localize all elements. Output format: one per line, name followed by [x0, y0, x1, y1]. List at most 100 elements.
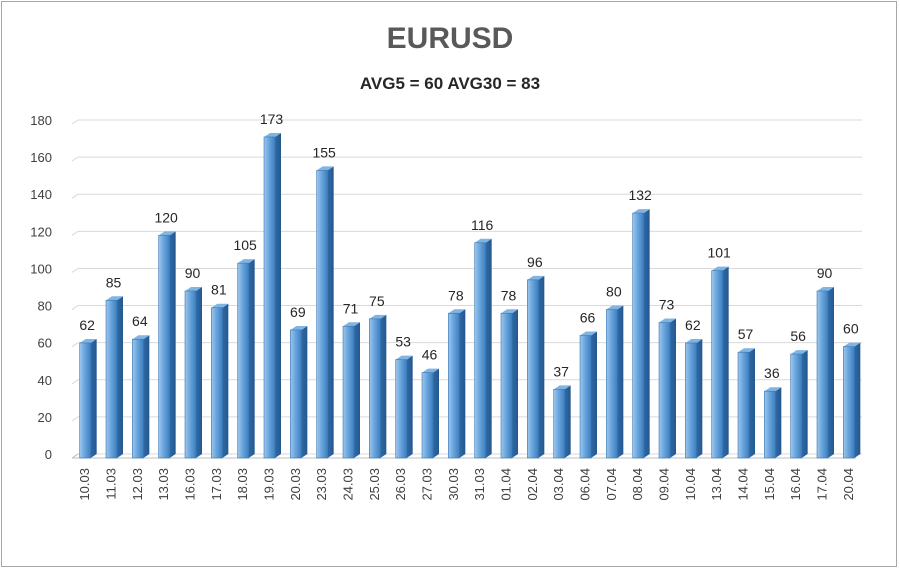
- x-tick-label: 10.03: [77, 468, 92, 501]
- bar: [816, 290, 829, 459]
- bar-top: [132, 335, 150, 340]
- y-tick-label: 0: [45, 447, 52, 462]
- bar-side: [828, 287, 834, 458]
- bar-side: [196, 287, 202, 458]
- data-label: 101: [707, 245, 731, 261]
- x-tick-label: 07.04: [604, 468, 619, 501]
- bar: [105, 299, 118, 459]
- bar-top: [316, 166, 334, 171]
- data-label: 173: [260, 111, 284, 127]
- bar: [606, 309, 618, 459]
- bar-side: [143, 335, 150, 458]
- bar-side: [670, 318, 676, 458]
- bar-side: [801, 350, 808, 458]
- bar-top: [369, 314, 387, 319]
- x-tick-label: 16.03: [183, 468, 198, 501]
- bar: [395, 359, 407, 459]
- bar: [790, 353, 802, 459]
- bar: [448, 312, 460, 459]
- bar-side: [301, 325, 308, 458]
- data-label: 105: [233, 237, 257, 253]
- data-label: 78: [448, 287, 464, 303]
- bar-side: [617, 305, 624, 458]
- y-tick-label: 20: [38, 410, 52, 425]
- bar: [421, 372, 434, 459]
- x-tick-label: 27.03: [420, 468, 435, 501]
- x-tick-label: 13.04: [709, 468, 724, 501]
- data-label: 62: [685, 317, 701, 333]
- x-tick-label: 03.04: [551, 468, 566, 501]
- data-label: 85: [106, 274, 122, 290]
- bar-top: [711, 266, 729, 271]
- x-tick-label: 23.03: [314, 468, 329, 501]
- y-tick-label: 160: [30, 150, 52, 165]
- bar: [658, 322, 671, 459]
- bar-side: [696, 338, 703, 458]
- data-label: 37: [553, 363, 569, 379]
- x-tick-label: 19.03: [262, 468, 277, 501]
- gridline-depth: [71, 379, 79, 385]
- bar: [290, 329, 302, 459]
- bar: [79, 342, 91, 459]
- data-label: 62: [79, 317, 95, 333]
- bar-top: [448, 309, 466, 314]
- x-tick-label: 17.03: [209, 468, 224, 501]
- data-label: 96: [527, 254, 543, 270]
- bar-top: [606, 305, 624, 310]
- bar-top: [185, 287, 202, 291]
- bar-top: [343, 322, 360, 327]
- data-label: 90: [185, 265, 201, 281]
- data-label: 120: [154, 209, 178, 225]
- data-label: 90: [817, 265, 833, 281]
- bar-side: [327, 166, 334, 458]
- bar-side: [117, 296, 123, 458]
- bar-top: [79, 338, 97, 343]
- data-label: 80: [606, 284, 622, 300]
- bar-side: [380, 314, 387, 458]
- bar: [474, 242, 486, 459]
- x-tick-label: 31.03: [472, 468, 487, 501]
- gridline-depth: [71, 119, 79, 125]
- data-label: 116: [471, 217, 494, 233]
- gridline-depth: [71, 156, 79, 162]
- bar-top: [264, 132, 281, 137]
- bar-side: [406, 355, 413, 458]
- x-tick-label: 08.04: [630, 468, 645, 501]
- data-label: 69: [290, 304, 306, 320]
- x-tick-label: 01.04: [499, 468, 514, 501]
- bar-top: [738, 348, 755, 353]
- bar-side: [222, 303, 229, 458]
- data-label: 53: [395, 334, 411, 350]
- x-tick-label: 17.04: [815, 468, 830, 501]
- x-tick-label: 26.03: [393, 468, 408, 501]
- y-tick-label: 60: [38, 336, 52, 351]
- axis-depth-line: [71, 453, 79, 459]
- bar: [237, 262, 249, 459]
- x-tick-label: 30.03: [446, 468, 461, 501]
- y-tick-label: 40: [38, 373, 52, 388]
- bar-top: [817, 287, 834, 291]
- gridline-depth: [71, 342, 79, 348]
- bar-top: [422, 368, 439, 373]
- x-tick-label: 25.03: [367, 468, 382, 501]
- data-label: 57: [738, 326, 754, 342]
- gridline-depth: [71, 193, 79, 199]
- bar-top: [843, 342, 861, 347]
- bar-top: [237, 259, 255, 264]
- bar-side: [354, 322, 360, 458]
- bar-side: [169, 231, 176, 458]
- y-tick-label: 100: [30, 261, 52, 276]
- bar-top: [501, 309, 518, 314]
- bar-top: [395, 355, 413, 360]
- data-label: 60: [843, 321, 859, 337]
- bar: [342, 325, 355, 459]
- bar-top: [106, 296, 123, 301]
- chart-subtitle: AVG5 = 60 AVG30 = 83: [359, 74, 541, 93]
- x-tick-label: 06.04: [578, 468, 593, 501]
- bar: [500, 312, 513, 459]
- bar: [553, 389, 565, 459]
- bar-side: [775, 387, 782, 458]
- bar-side: [854, 342, 861, 458]
- x-tick-label: 09.04: [657, 468, 672, 501]
